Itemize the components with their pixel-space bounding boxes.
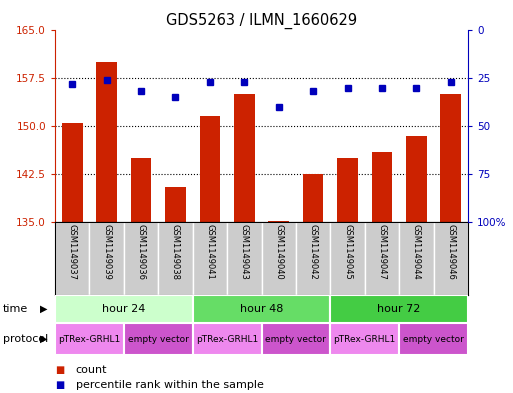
Text: hour 72: hour 72	[378, 304, 421, 314]
Text: GSM1149038: GSM1149038	[171, 224, 180, 280]
Bar	[399, 323, 468, 355]
Bar	[433, 222, 468, 295]
Bar	[365, 222, 399, 295]
Bar	[96, 62, 117, 222]
Text: ■: ■	[55, 365, 64, 375]
Bar	[193, 323, 262, 355]
Text: empty vector: empty vector	[403, 334, 464, 343]
Bar	[399, 222, 433, 295]
Text: GSM1149044: GSM1149044	[412, 224, 421, 280]
Bar	[441, 94, 461, 222]
Bar	[330, 222, 365, 295]
Text: GSM1149045: GSM1149045	[343, 224, 352, 280]
Text: GSM1149042: GSM1149042	[309, 224, 318, 280]
Bar	[303, 174, 324, 222]
Bar	[330, 323, 399, 355]
Text: GSM1149047: GSM1149047	[378, 224, 386, 280]
Bar	[337, 158, 358, 222]
Text: empty vector: empty vector	[128, 334, 189, 343]
Text: GSM1149039: GSM1149039	[102, 224, 111, 280]
Text: empty vector: empty vector	[266, 334, 326, 343]
Text: percentile rank within the sample: percentile rank within the sample	[75, 380, 263, 390]
Bar	[200, 116, 220, 222]
Bar	[55, 295, 193, 323]
Text: time: time	[3, 304, 28, 314]
Text: GSM1149041: GSM1149041	[205, 224, 214, 280]
Bar	[193, 222, 227, 295]
Bar	[371, 152, 392, 222]
Bar	[62, 123, 83, 222]
Text: count: count	[75, 365, 107, 375]
Bar	[124, 323, 193, 355]
Bar	[158, 222, 193, 295]
Bar	[268, 221, 289, 222]
Bar	[296, 222, 330, 295]
Bar	[165, 187, 186, 222]
Text: GSM1149036: GSM1149036	[136, 224, 146, 280]
Bar	[124, 222, 158, 295]
Text: GSM1149040: GSM1149040	[274, 224, 283, 280]
Text: GSM1149046: GSM1149046	[446, 224, 456, 280]
Bar	[406, 136, 427, 222]
Text: ▶: ▶	[40, 334, 47, 344]
Bar	[227, 222, 262, 295]
Bar	[55, 222, 89, 295]
Text: protocol: protocol	[3, 334, 48, 344]
Text: hour 48: hour 48	[240, 304, 283, 314]
Text: pTRex-GRHL1: pTRex-GRHL1	[58, 334, 121, 343]
Bar	[89, 222, 124, 295]
Text: pTRex-GRHL1: pTRex-GRHL1	[196, 334, 258, 343]
Bar	[193, 295, 330, 323]
Text: hour 24: hour 24	[102, 304, 146, 314]
Bar	[234, 94, 254, 222]
Text: GSM1149037: GSM1149037	[68, 224, 77, 280]
Text: ▶: ▶	[40, 304, 47, 314]
Bar	[262, 323, 330, 355]
Bar	[330, 295, 468, 323]
Text: pTRex-GRHL1: pTRex-GRHL1	[333, 334, 396, 343]
Title: GDS5263 / ILMN_1660629: GDS5263 / ILMN_1660629	[166, 13, 357, 29]
Bar	[131, 158, 151, 222]
Bar	[262, 222, 296, 295]
Bar	[55, 323, 124, 355]
Text: ■: ■	[55, 380, 64, 390]
Text: GSM1149043: GSM1149043	[240, 224, 249, 280]
